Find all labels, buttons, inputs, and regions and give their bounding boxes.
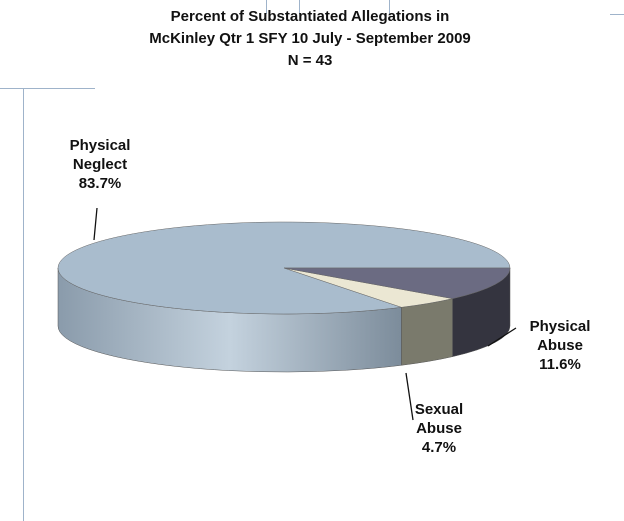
slice-side — [401, 298, 453, 366]
slice-label: Sexual Abuse 4.7% — [408, 400, 470, 457]
leader-lines — [93, 207, 517, 421]
value-label: 4.7% — [421, 439, 457, 456]
chart-title: McKinley Qtr 1 SFY 10 July - September 2… — [149, 30, 471, 47]
value-label: 83.7% — [78, 175, 122, 192]
category-label: Physical Abuse — [529, 318, 591, 354]
slice-label: Physical Neglect 83.7% — [55, 136, 145, 193]
category-label: Sexual Abuse — [414, 401, 464, 437]
pie — [57, 221, 511, 373]
category-label: Physical Neglect — [69, 137, 131, 173]
chart-subtitle: N = 43 — [287, 52, 333, 69]
chart-title: Percent of Substantiated Allegations in — [170, 8, 450, 25]
slice — [283, 267, 511, 299]
slice-label: Physical Abuse 11.6% — [512, 317, 608, 374]
value-label: 11.6% — [539, 356, 581, 373]
